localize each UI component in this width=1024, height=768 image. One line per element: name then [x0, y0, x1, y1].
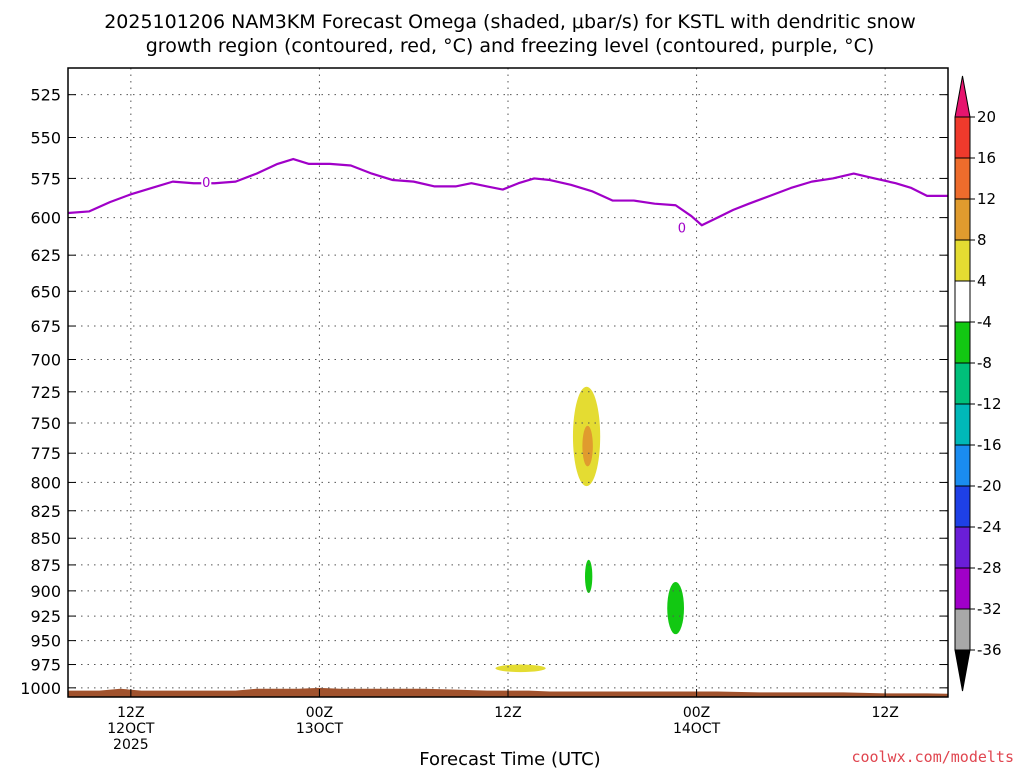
x-tick-label: 00Z	[306, 705, 333, 721]
x-axis-label: Forecast Time (UTC)	[419, 749, 600, 768]
plot-area: 00	[68, 68, 948, 697]
colorbar-swatch-10	[954, 526, 971, 569]
colorbar-label: -28	[977, 559, 1002, 577]
colorbar-swatch-5	[954, 321, 971, 364]
colorbar-label: 8	[977, 231, 987, 249]
colorbar-swatch-2	[954, 198, 971, 241]
x-tick-label: 12Z	[871, 705, 898, 721]
y-tick-label: 575	[30, 169, 61, 188]
omega-region-5	[667, 581, 684, 635]
freezing-level-label-bg-0	[201, 175, 212, 190]
y-tick-label: 750	[30, 414, 61, 433]
x-tick-label: 13OCT	[296, 721, 344, 737]
colorbar-top-arrow	[954, 75, 971, 118]
y-tick-label: 675	[30, 317, 61, 336]
chart-title-line-1: 2025101206 NAM3KM Forecast Omega (shaded…	[104, 11, 916, 33]
y-tick-label: 825	[30, 502, 61, 521]
colorbar: 20 16 12 8 4 -4 -8 -12 -16 -20 -24 -28 -32 -36	[954, 75, 1002, 692]
colorbar-swatch-11	[954, 567, 971, 610]
x-tick-label: 14OCT	[673, 721, 721, 737]
y-tick-label: 800	[30, 473, 61, 492]
colorbar-label: 20	[977, 108, 996, 126]
colorbar-label: -16	[977, 436, 1002, 454]
y-tick-label: 625	[30, 246, 61, 265]
colorbar-label: -32	[977, 600, 1002, 618]
freezing-level-label-bg-1	[676, 220, 687, 235]
y-tick-label: 650	[30, 282, 61, 301]
plot-content: 00	[68, 68, 948, 697]
colorbar-label: -4	[977, 313, 992, 331]
plot-frame	[67, 67, 949, 698]
y-tick-label: 950	[30, 632, 61, 651]
x-tick-label: 2025	[113, 737, 149, 753]
colorbar-swatch-9	[954, 485, 971, 528]
colorbar-swatch-8	[954, 444, 971, 487]
omega-region-4	[585, 559, 593, 594]
omega-region-2	[495, 664, 546, 673]
colorbar-label: 16	[977, 149, 996, 167]
colorbar-label: -8	[977, 354, 992, 372]
source-credit: coolwx.com/modelts	[851, 748, 1014, 766]
colorbar-bottom-arrow	[954, 649, 971, 692]
y-tick-label: 900	[30, 582, 61, 601]
colorbar-label: -20	[977, 477, 1002, 495]
colorbar-label: 12	[977, 190, 996, 208]
axes: 525 550 575 600 625 650 675 700 725 750 775 800 825 8…	[20, 67, 949, 753]
y-tick-label: 775	[30, 444, 61, 463]
x-tick-label: 12OCT	[107, 721, 155, 737]
colorbar-swatch-12	[954, 608, 971, 651]
colorbar-label: 4	[977, 272, 987, 290]
freezing-level-line	[68, 157, 948, 227]
colorbar-swatch-1	[954, 157, 971, 200]
x-tick-label: 12Z	[494, 705, 521, 721]
y-tick-label: 725	[30, 383, 61, 402]
y-tick-label: 600	[30, 209, 61, 228]
colorbar-swatch-7	[954, 403, 971, 446]
colorbar-swatch-3	[954, 239, 971, 282]
colorbar-label: -36	[977, 641, 1002, 659]
freezing-level-label: 0	[202, 176, 210, 191]
x-tick-label: 00Z	[683, 705, 710, 721]
chart-title-line-2: growth region (contoured, red, °C) and f…	[146, 35, 875, 57]
colorbar-swatch-4	[954, 280, 971, 323]
y-tick-label: 850	[30, 529, 61, 548]
terrain-surface	[68, 687, 948, 697]
y-tick-label: 975	[30, 656, 61, 675]
freezing-level-label: 0	[678, 221, 686, 236]
y-tick-label: 700	[30, 351, 61, 370]
y-tick-label: 875	[30, 556, 61, 575]
colorbar-swatch-6	[954, 362, 971, 405]
x-tick-label: 12Z	[117, 705, 144, 721]
y-tick-label: 550	[30, 129, 61, 148]
y-tick-label: 1000	[20, 679, 61, 698]
y-tick-label: 525	[30, 86, 61, 105]
omega-region-1	[582, 425, 593, 467]
colorbar-label: -12	[977, 395, 1002, 413]
colorbar-swatch-0	[954, 116, 971, 159]
y-tick-label: 925	[30, 607, 61, 626]
colorbar-label: -24	[977, 518, 1002, 536]
